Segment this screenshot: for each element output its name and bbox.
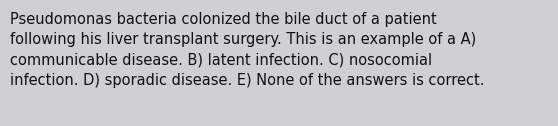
- Text: Pseudomonas bacteria colonized the bile duct of a patient
following his liver tr: Pseudomonas bacteria colonized the bile …: [10, 12, 484, 88]
